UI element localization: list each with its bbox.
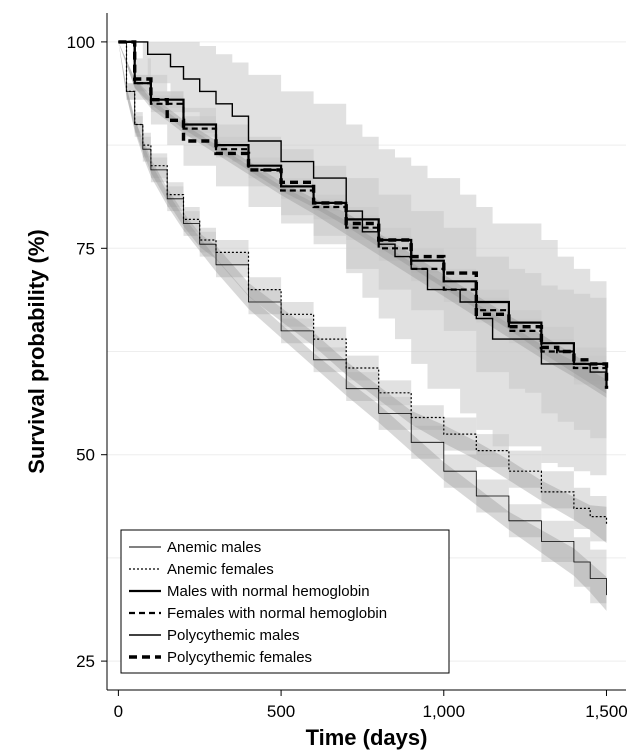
legend-box — [120, 529, 450, 674]
series-line-anemic-females — [118, 41, 608, 525]
y-tick-label: 50 — [76, 446, 95, 465]
axes: 25 50 75 100 0 500 1,000 1,500 Time (days) Surviv… — [24, 13, 628, 750]
legend-label-polycythemic-males: Polycythemic males — [167, 627, 300, 644]
series-line-polycythemic-males — [118, 41, 608, 381]
y-axis-title: Survival probability (%) — [24, 229, 49, 474]
legend-label-females-with-normal-hemoglobin: Females with normal hemoglobin — [167, 605, 387, 622]
series-line-polycythemic-females — [118, 40, 609, 389]
x-tick-label: 1,000 — [423, 702, 466, 721]
ci-band-polycythemic-females — [118, 41, 607, 447]
x-tick-label: 0 — [114, 702, 123, 721]
ci-core-males-with-normal-hemoglobin — [118, 41, 607, 394]
ci-core-anemic-males — [118, 41, 607, 611]
legend: Anemic males Anemic females Males with nor… — [120, 529, 450, 674]
series-line-females-with-normal-hemoglobin — [118, 40, 608, 389]
legend-label-polycythemic-females: Polycythemic females — [167, 649, 312, 666]
ci-core-females-with-normal-hemoglobin — [118, 41, 607, 398]
ci-band-anemic-females — [118, 41, 607, 558]
x-tick-label: 500 — [267, 702, 295, 721]
y-tick-label: 25 — [76, 652, 95, 671]
legend-label-anemic-females: Anemic females — [167, 561, 274, 578]
legend-label-anemic-males: Anemic males — [167, 539, 261, 556]
survival-curves — [118, 40, 609, 596]
legend-label-males-with-normal-hemoglobin: Males with normal hemoglobin — [167, 583, 370, 600]
y-tick-label: 100 — [67, 33, 95, 52]
y-tick-label: 75 — [76, 239, 95, 258]
ci-core-anemic-females — [118, 41, 607, 544]
x-tick-label: 1,500 — [585, 702, 628, 721]
x-axis-title: Time (days) — [306, 725, 428, 750]
